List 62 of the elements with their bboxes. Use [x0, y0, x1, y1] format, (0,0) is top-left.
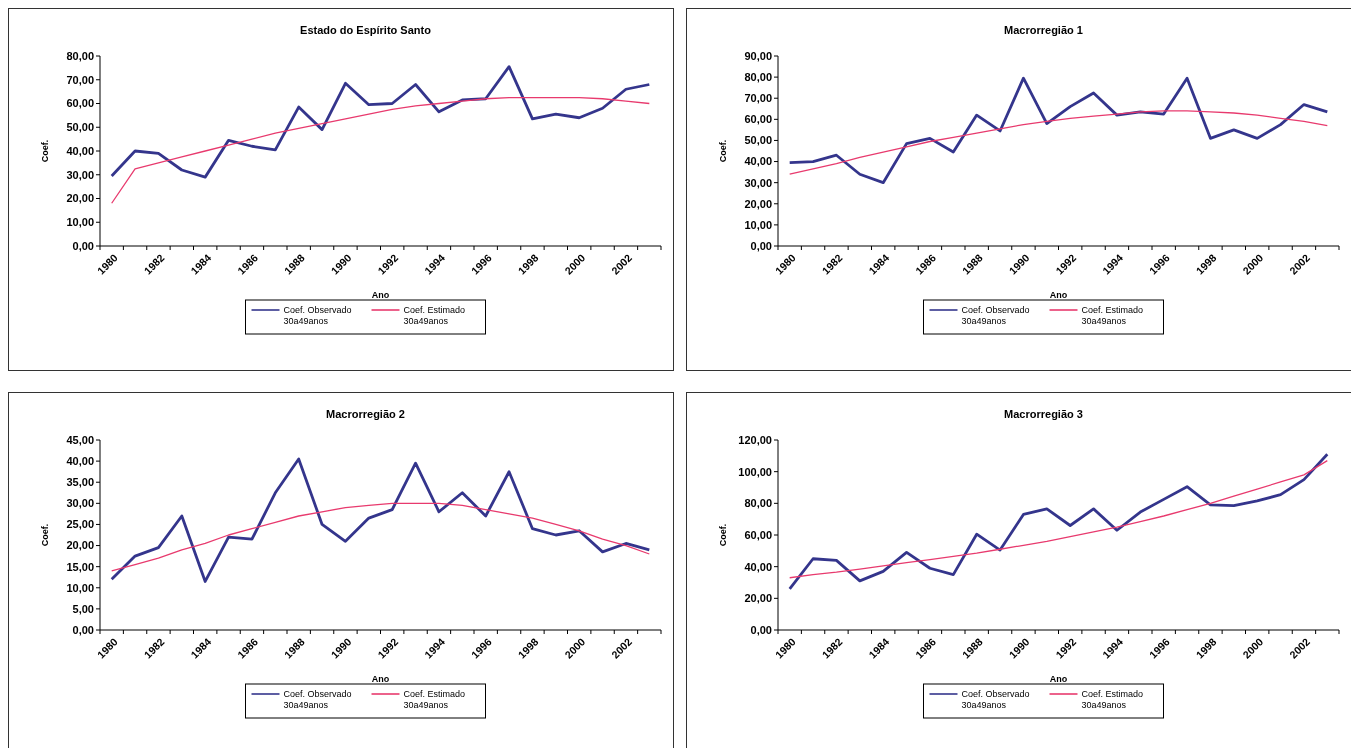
line-series — [110, 457, 651, 583]
legend-label: Coef. Estimado 30a49anos — [1081, 689, 1144, 710]
y-tick-label: 10,00 — [66, 216, 94, 229]
y-tick-label: 5,00 — [72, 602, 94, 615]
y-tick-label: 70,00 — [744, 92, 772, 105]
y-axis-title: Coef. — [718, 139, 728, 163]
chart-title: Macrorregião 2 — [326, 408, 405, 420]
y-tick-label: 60,00 — [66, 97, 94, 110]
y-tick-label: 40,00 — [744, 560, 772, 573]
line-series — [111, 96, 650, 204]
y-tick-label: 35,00 — [66, 476, 94, 489]
y-tick-label: 30,00 — [66, 497, 94, 510]
y-tick-label: 25,00 — [66, 518, 94, 531]
y-tick-label: 20,00 — [744, 197, 772, 210]
x-axis-title: Ano — [1049, 290, 1068, 300]
legend-label: Coef. Estimado 30a49anos — [403, 305, 466, 326]
legend-label: Coef. Estimado 30a49anos — [403, 689, 466, 710]
y-tick-label: 70,00 — [66, 73, 94, 86]
y-tick-label: 40,00 — [66, 454, 94, 467]
line-series — [789, 110, 1328, 175]
y-tick-label: 80,00 — [66, 49, 94, 62]
y-tick-label: 30,00 — [66, 168, 94, 181]
y-tick-label: 120,00 — [738, 433, 772, 446]
y-tick-label: 60,00 — [744, 528, 772, 541]
y-tick-label: 15,00 — [66, 560, 94, 573]
y-axis-title: Coef. — [40, 523, 50, 547]
x-axis-title: Ano — [371, 674, 390, 684]
legend-label: Coef. Observado 30a49anos — [283, 689, 352, 710]
legend-label: Coef. Observado 30a49anos — [961, 689, 1030, 710]
y-axis-title: Coef. — [40, 139, 50, 163]
y-tick-label: 10,00 — [66, 581, 94, 594]
y-tick-label: 0,00 — [72, 239, 94, 252]
chart-title: Macrorregião 1 — [1004, 24, 1083, 36]
legend-label: Coef. Observado 30a49anos — [283, 305, 352, 326]
y-tick-label: 60,00 — [744, 113, 772, 126]
line-series — [110, 65, 651, 179]
y-tick-label: 20,00 — [66, 192, 94, 205]
x-axis-title: Ano — [1049, 674, 1068, 684]
y-tick-label: 50,00 — [744, 134, 772, 147]
y-tick-label: 30,00 — [744, 176, 772, 189]
y-tick-label: 10,00 — [744, 218, 772, 231]
y-tick-label: 20,00 — [744, 592, 772, 605]
y-tick-label: 80,00 — [744, 497, 772, 510]
y-tick-label: 100,00 — [738, 465, 772, 478]
y-tick-label: 45,00 — [66, 433, 94, 446]
y-tick-label: 40,00 — [744, 155, 772, 168]
y-tick-label: 40,00 — [66, 144, 94, 157]
y-axis-title: Coef. — [718, 523, 728, 547]
x-axis-title: Ano — [371, 290, 390, 300]
chart-title: Estado do Espírito Santo — [300, 24, 432, 36]
y-tick-label: 90,00 — [744, 49, 772, 62]
y-tick-label: 80,00 — [744, 70, 772, 83]
legend-label: Coef. Observado 30a49anos — [961, 305, 1030, 326]
line-series — [788, 76, 1329, 185]
legend-label: Coef. Estimado 30a49anos — [1081, 305, 1144, 326]
chart-title: Macrorregião 3 — [1004, 408, 1083, 420]
y-tick-label: 50,00 — [66, 121, 94, 134]
y-tick-label: 0,00 — [750, 623, 772, 636]
y-tick-label: 20,00 — [66, 539, 94, 552]
y-tick-label: 0,00 — [750, 239, 772, 252]
y-tick-label: 0,00 — [72, 623, 94, 636]
line-series — [111, 502, 650, 572]
